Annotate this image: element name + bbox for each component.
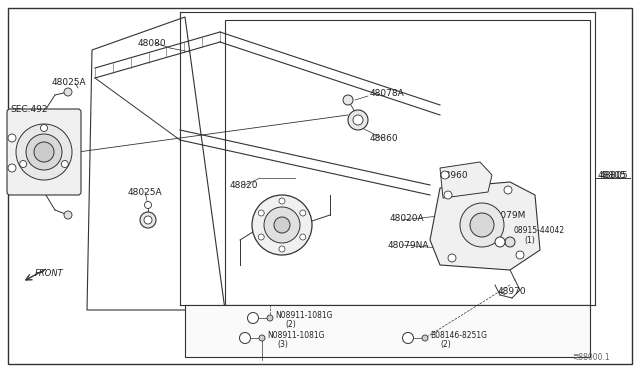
Circle shape	[144, 216, 152, 224]
Circle shape	[252, 195, 312, 255]
Text: 48079M: 48079M	[490, 211, 526, 219]
Circle shape	[258, 210, 264, 216]
Circle shape	[300, 210, 306, 216]
Circle shape	[495, 237, 505, 247]
Circle shape	[274, 217, 290, 233]
FancyBboxPatch shape	[7, 109, 81, 195]
Circle shape	[8, 164, 16, 172]
Text: 48079NA: 48079NA	[388, 241, 429, 250]
Text: N08911-1081G: N08911-1081G	[267, 330, 324, 340]
Text: SEC.492: SEC.492	[10, 105, 47, 113]
Polygon shape	[430, 182, 540, 270]
Circle shape	[259, 335, 265, 341]
Circle shape	[348, 110, 368, 130]
Text: 48078A: 48078A	[370, 89, 404, 97]
Text: (2): (2)	[440, 340, 451, 349]
Text: 48820: 48820	[230, 180, 259, 189]
Circle shape	[470, 213, 494, 237]
Circle shape	[505, 237, 515, 247]
Circle shape	[448, 254, 456, 262]
Circle shape	[504, 186, 512, 194]
Text: 48805: 48805	[598, 170, 627, 180]
Text: B: B	[406, 336, 410, 340]
Circle shape	[300, 234, 306, 240]
Text: W: W	[497, 240, 503, 244]
Text: B08146-8251G: B08146-8251G	[430, 330, 487, 340]
Text: ⪙88000.1: ⪙88000.1	[572, 353, 610, 362]
Circle shape	[140, 212, 156, 228]
Circle shape	[353, 115, 363, 125]
Polygon shape	[440, 162, 492, 198]
Text: 48970: 48970	[498, 288, 527, 296]
Circle shape	[64, 211, 72, 219]
Text: N: N	[243, 336, 248, 340]
Circle shape	[26, 134, 62, 170]
Circle shape	[61, 160, 68, 167]
Circle shape	[403, 333, 413, 343]
Circle shape	[279, 198, 285, 204]
Circle shape	[16, 124, 72, 180]
Circle shape	[20, 160, 27, 167]
Text: 08915-44042: 08915-44042	[513, 225, 564, 234]
Text: FRONT: FRONT	[35, 269, 64, 278]
Circle shape	[145, 202, 152, 208]
Circle shape	[267, 315, 273, 321]
Text: 48960: 48960	[440, 170, 468, 180]
Circle shape	[422, 335, 428, 341]
Text: 48020A: 48020A	[390, 214, 424, 222]
Text: 48805: 48805	[600, 170, 628, 180]
Circle shape	[258, 234, 264, 240]
Circle shape	[441, 171, 449, 179]
Circle shape	[64, 88, 72, 96]
Circle shape	[40, 125, 47, 131]
Circle shape	[516, 251, 524, 259]
Circle shape	[8, 134, 16, 142]
Text: N08911-1081G: N08911-1081G	[275, 311, 333, 320]
Text: 48025A: 48025A	[128, 187, 163, 196]
Circle shape	[248, 312, 259, 324]
Circle shape	[239, 333, 250, 343]
Text: (2): (2)	[285, 320, 296, 328]
Circle shape	[460, 203, 504, 247]
Circle shape	[343, 95, 353, 105]
Text: 48860: 48860	[370, 134, 399, 142]
Circle shape	[264, 207, 300, 243]
Text: 48080: 48080	[138, 38, 166, 48]
Text: (1): (1)	[524, 235, 535, 244]
Text: 48025A: 48025A	[52, 77, 86, 87]
Circle shape	[279, 246, 285, 252]
Text: (3): (3)	[277, 340, 288, 349]
Circle shape	[444, 191, 452, 199]
Circle shape	[34, 142, 54, 162]
Text: N: N	[251, 315, 255, 321]
Bar	[185, 305, 590, 357]
